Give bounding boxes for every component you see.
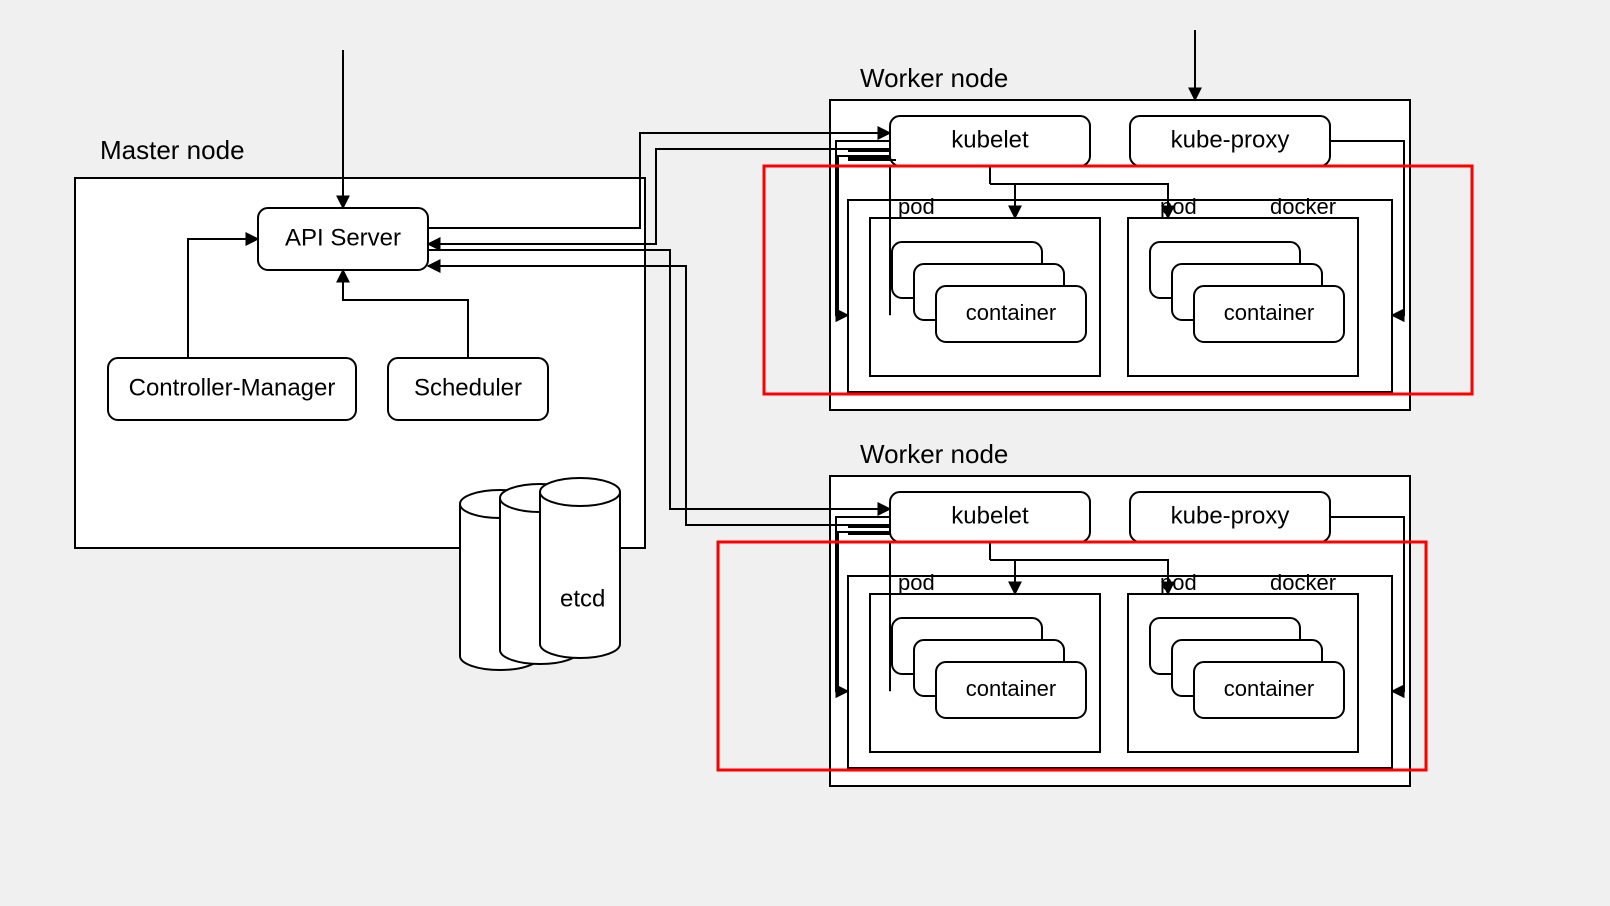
scheduler-label: Scheduler xyxy=(414,374,522,401)
pod-label-1-0: pod xyxy=(898,194,935,219)
pod-label-2-0: pod xyxy=(898,570,935,595)
docker-label-2: docker xyxy=(1270,570,1336,595)
kube-proxy-label-2: kube-proxy xyxy=(1171,502,1290,529)
etcd-cylinder-2 xyxy=(540,478,620,658)
api-server-label: API Server xyxy=(285,224,401,251)
container-label-1-0: container xyxy=(966,300,1057,325)
controller-manager-label: Controller-Manager xyxy=(129,374,336,401)
pod-label-1-1: pod xyxy=(1160,194,1197,219)
master-node-title: Master node xyxy=(100,135,245,165)
container-label-2-0: container xyxy=(966,676,1057,701)
worker-node-title-2: Worker node xyxy=(860,439,1008,469)
worker-node-title-1: Worker node xyxy=(860,63,1008,93)
pod-label-2-1: pod xyxy=(1160,570,1197,595)
kubelet-label-2: kubelet xyxy=(951,502,1029,529)
docker-label-1: docker xyxy=(1270,194,1336,219)
container-label-2-1: container xyxy=(1224,676,1315,701)
etcd-label: etcd xyxy=(560,585,605,612)
kube-proxy-label-1: kube-proxy xyxy=(1171,126,1290,153)
kubelet-label-1: kubelet xyxy=(951,126,1029,153)
container-label-1-1: container xyxy=(1224,300,1315,325)
